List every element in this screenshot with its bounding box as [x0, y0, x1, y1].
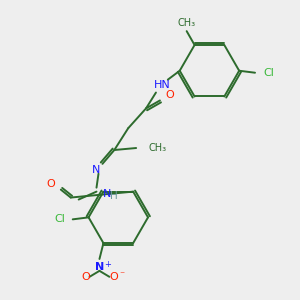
- Text: O: O: [81, 272, 90, 282]
- Text: Cl: Cl: [54, 214, 65, 224]
- Text: N: N: [92, 165, 101, 175]
- Text: Cl: Cl: [263, 68, 274, 78]
- Text: O: O: [166, 89, 175, 100]
- Text: CH₃: CH₃: [148, 143, 166, 153]
- Text: ⁻: ⁻: [119, 270, 124, 280]
- Text: +: +: [104, 260, 111, 269]
- Text: O: O: [46, 179, 55, 189]
- Text: CH₃: CH₃: [178, 18, 196, 28]
- Text: H: H: [110, 190, 118, 201]
- Text: N: N: [95, 262, 104, 272]
- Text: O: O: [109, 272, 118, 282]
- Text: N: N: [102, 189, 111, 199]
- Text: HN: HN: [154, 80, 170, 90]
